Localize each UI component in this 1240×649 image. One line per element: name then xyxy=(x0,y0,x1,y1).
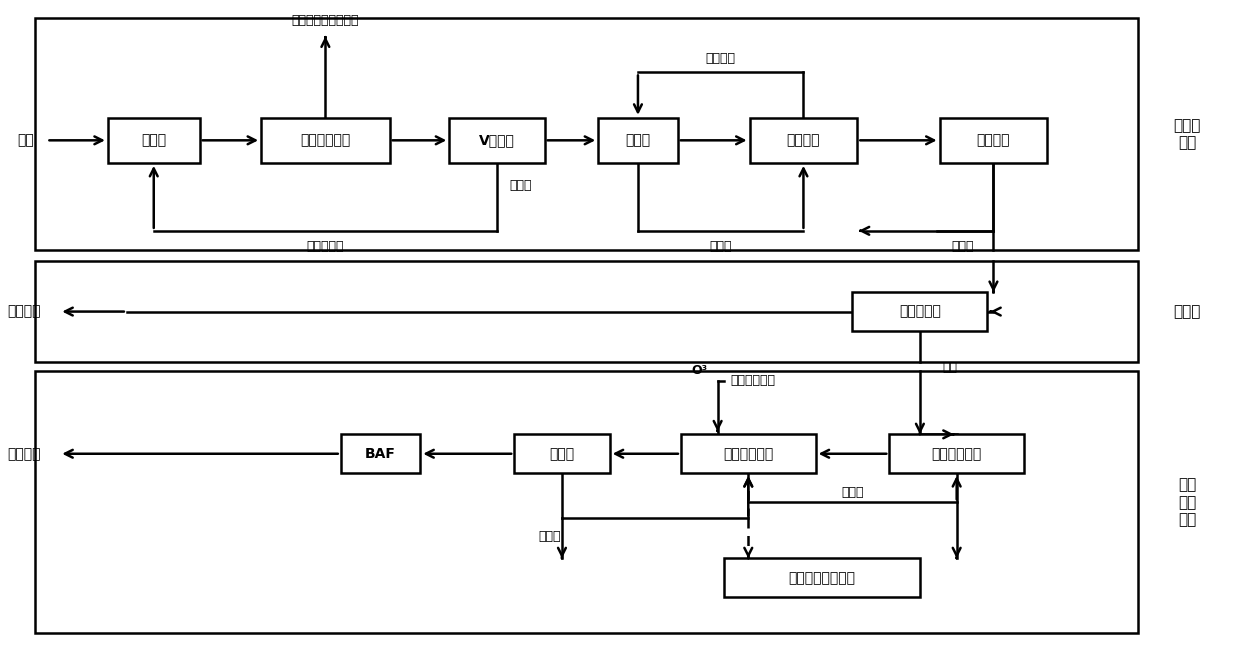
Text: 反冲排水至集泥池: 反冲排水至集泥池 xyxy=(789,571,856,585)
Text: 调节池: 调节池 xyxy=(141,133,166,147)
Bar xyxy=(889,434,1024,473)
Bar xyxy=(940,117,1048,163)
Text: 达标排放: 达标排放 xyxy=(7,447,41,461)
Text: 浓水回流: 浓水回流 xyxy=(706,52,735,65)
Bar xyxy=(35,261,1138,362)
Text: 减量化: 减量化 xyxy=(1173,304,1200,319)
Text: 中间水池: 中间水池 xyxy=(977,133,1011,147)
Bar xyxy=(260,117,389,163)
Text: 原水: 原水 xyxy=(17,133,35,147)
Text: O³: O³ xyxy=(692,365,708,378)
Text: 浓水: 浓水 xyxy=(942,361,957,374)
Text: 石英砂过滤器: 石英砂过滤器 xyxy=(931,447,982,461)
Bar xyxy=(515,434,610,473)
Text: 超滤系统: 超滤系统 xyxy=(786,133,820,147)
Bar xyxy=(749,117,857,163)
Bar xyxy=(341,434,420,473)
Bar xyxy=(724,558,920,597)
Text: 反洗水: 反洗水 xyxy=(951,240,975,254)
Text: 深度
处理
部分: 深度 处理 部分 xyxy=(1178,477,1197,527)
Bar xyxy=(449,117,544,163)
Text: V型滤池: V型滤池 xyxy=(479,133,515,147)
Text: 反洗风: 反洗风 xyxy=(841,486,864,499)
Text: 臭氧发生系统: 臭氧发生系统 xyxy=(730,374,775,387)
Bar xyxy=(35,18,1138,250)
Bar xyxy=(598,117,678,163)
Text: 反洗水: 反洗水 xyxy=(709,240,732,254)
Text: 预处理
部分: 预处理 部分 xyxy=(1173,117,1200,150)
Text: 集水池: 集水池 xyxy=(625,133,651,147)
Text: 反渗透装置: 反渗透装置 xyxy=(899,304,941,319)
Bar xyxy=(852,292,987,331)
Bar xyxy=(35,371,1138,633)
Text: 反洗水回流: 反洗水回流 xyxy=(306,240,345,254)
Text: 反洗水: 反洗水 xyxy=(538,530,560,543)
Text: 高密度沉淀池: 高密度沉淀池 xyxy=(300,133,351,147)
Text: 反洗水: 反洗水 xyxy=(510,179,532,192)
Text: 静置池: 静置池 xyxy=(549,447,574,461)
Text: 臭氧催化氧化: 臭氧催化氧化 xyxy=(723,447,774,461)
Text: 排泥至污泥处理系统: 排泥至污泥处理系统 xyxy=(291,14,360,27)
Text: BAF: BAF xyxy=(365,447,396,461)
Bar xyxy=(681,434,816,473)
Bar xyxy=(108,117,200,163)
Text: 产水回用: 产水回用 xyxy=(7,304,41,319)
